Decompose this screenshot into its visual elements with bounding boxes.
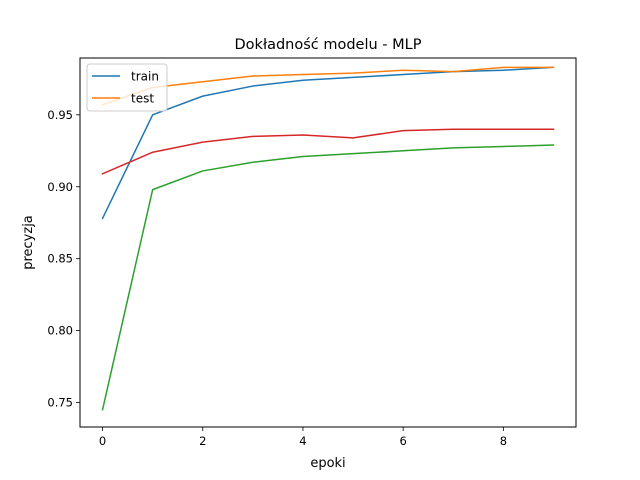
y-tick-label: 0.90 bbox=[47, 180, 73, 194]
plot-area: 0 2 4 6 8 0.75 0.80 0.85 0.90 0.95 bbox=[47, 57, 577, 448]
legend-label-train: train bbox=[131, 70, 159, 84]
x-tick-label: 6 bbox=[399, 434, 406, 448]
y-tick-label: 0.95 bbox=[47, 108, 73, 122]
x-axis-label: epoki bbox=[310, 456, 345, 471]
series-line-unnamed-3 bbox=[101, 128, 555, 175]
y-tick-label: 0.80 bbox=[47, 324, 73, 338]
series-line-unnamed-2 bbox=[101, 144, 555, 411]
y-tick-label: 0.85 bbox=[47, 252, 73, 266]
x-axis: 0 2 4 6 8 bbox=[99, 427, 507, 448]
legend-label-test: test bbox=[131, 92, 154, 106]
legend: train test bbox=[86, 63, 168, 112]
series-line-train bbox=[101, 66, 555, 220]
x-tick-label: 0 bbox=[99, 434, 106, 448]
axes-frame bbox=[79, 57, 577, 428]
x-tick-label: 8 bbox=[500, 434, 507, 448]
series-layer bbox=[101, 66, 555, 411]
chart-title: Dokładność modelu - MLP bbox=[235, 37, 422, 53]
x-tick-label: 4 bbox=[299, 434, 306, 448]
y-axis: 0.75 0.80 0.85 0.90 0.95 bbox=[47, 108, 80, 410]
series-line-test bbox=[101, 66, 555, 106]
y-axis-label: precyzja bbox=[21, 215, 36, 270]
y-tick-label: 0.75 bbox=[47, 396, 73, 410]
x-tick-label: 2 bbox=[199, 434, 206, 448]
